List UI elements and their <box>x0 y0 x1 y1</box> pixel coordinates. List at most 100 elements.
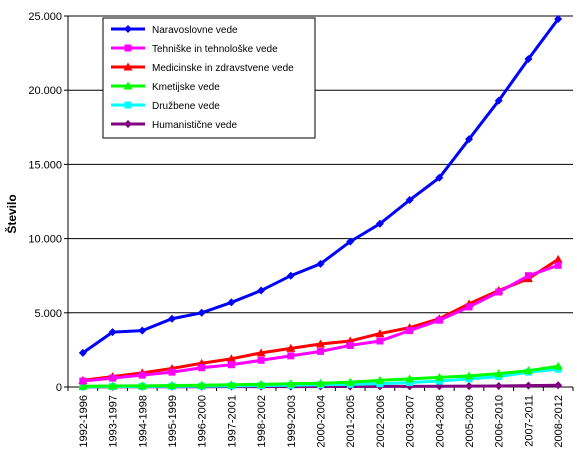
series-medicinske-in-zdravstvene-vede <box>78 254 563 384</box>
data-point <box>435 316 443 324</box>
y-tick-label: 5.000 <box>34 308 62 320</box>
y-tick-label: 20.000 <box>28 85 62 97</box>
x-tick-label: 1997-2001 <box>226 395 238 448</box>
data-point <box>138 371 146 379</box>
data-point <box>553 254 563 263</box>
legend-entry: Humanistične vede <box>111 120 237 131</box>
data-point <box>167 314 176 323</box>
series-kmetijske-vede <box>78 361 563 390</box>
x-tick-label: 1993-1997 <box>108 395 120 448</box>
data-point <box>108 328 117 337</box>
data-point <box>494 381 503 390</box>
data-point <box>494 369 504 378</box>
data-point <box>375 329 385 338</box>
data-point <box>316 378 325 387</box>
data-point <box>227 361 235 369</box>
data-point <box>524 381 533 390</box>
data-point <box>317 347 324 355</box>
data-point <box>465 303 473 311</box>
data-point <box>406 379 414 387</box>
data-point <box>257 356 265 364</box>
y-tick-label: 0 <box>56 382 62 394</box>
data-point <box>226 380 236 389</box>
data-point <box>198 364 206 372</box>
data-point <box>554 381 563 390</box>
y-tick-label: 15.000 <box>28 159 62 171</box>
data-point <box>78 381 88 390</box>
legend-label: Humanistične vede <box>152 120 237 131</box>
legend-entry: Tehniške in tehnološke vede <box>111 44 278 55</box>
x-tick-label: 2006-2010 <box>494 395 506 448</box>
data-point <box>286 379 296 388</box>
data-point <box>197 308 206 317</box>
legend-label: Naravoslovne vede <box>152 25 238 36</box>
data-point <box>108 381 118 390</box>
data-point <box>256 379 266 388</box>
legend-marker <box>124 101 132 109</box>
x-tick-label: 1995-1999 <box>167 395 179 448</box>
legend-entry: Medicinske in zdravstvene vede <box>111 62 294 74</box>
y-tick-label: 10.000 <box>28 234 62 246</box>
legend-label: Medicinske in zdravstvene vede <box>152 63 294 74</box>
data-point <box>553 361 563 370</box>
data-point <box>523 366 533 375</box>
series-group <box>78 14 563 391</box>
data-point <box>405 196 414 205</box>
x-tick-label: 2005-2009 <box>464 395 476 448</box>
data-point <box>226 354 236 363</box>
data-point <box>465 382 474 391</box>
legend-label: Družbene vede <box>152 101 220 112</box>
data-point <box>167 381 177 390</box>
series-line <box>82 263 559 383</box>
data-point <box>435 173 444 182</box>
data-point <box>138 326 147 335</box>
data-point <box>78 348 87 357</box>
data-point <box>316 259 325 268</box>
legend-label: Tehniške in tehnološke vede <box>152 44 278 55</box>
data-point <box>406 327 414 335</box>
data-point <box>464 371 474 380</box>
data-point <box>524 272 532 280</box>
data-point <box>197 380 207 389</box>
legend-label: Kmetijske vede <box>152 82 220 93</box>
data-point <box>287 352 295 360</box>
x-tick-labels: 1992-1996 1993-1997 1994-1998 1995-1999 1996… <box>78 395 565 448</box>
data-point <box>405 374 415 383</box>
data-point <box>286 271 295 280</box>
data-point <box>495 288 503 296</box>
data-point <box>137 381 147 390</box>
data-point <box>375 219 384 228</box>
legend-entry: Družbene vede <box>111 101 220 112</box>
data-point <box>227 298 236 307</box>
x-tick-label: 2003-2007 <box>405 395 417 448</box>
data-point <box>346 237 355 246</box>
legend: Naravoslovne vede Tehniške in tehnološke … <box>102 17 316 139</box>
series-tehni-ke-in-tehnolo-ke-vede <box>79 261 562 385</box>
x-tick-label: 2002-2006 <box>375 395 387 448</box>
x-tick-label: 2000-2004 <box>316 395 328 448</box>
x-tick-label: 1994-1998 <box>137 395 149 448</box>
data-point <box>554 261 562 269</box>
data-point <box>345 377 355 386</box>
data-point <box>316 339 325 348</box>
series-naravoslovne-vede <box>78 14 563 357</box>
series-line <box>82 258 559 382</box>
legend-marker <box>123 62 133 71</box>
data-point <box>346 341 354 349</box>
data-point <box>465 135 474 144</box>
data-point <box>257 286 266 295</box>
legend-marker <box>123 81 133 90</box>
data-point <box>375 375 385 384</box>
legend-marker <box>124 120 132 128</box>
data-point <box>554 14 563 23</box>
legend-entry: Kmetijske vede <box>111 81 220 93</box>
legend-box <box>102 17 316 139</box>
data-point <box>376 337 384 345</box>
data-point <box>168 368 176 376</box>
data-point <box>524 55 533 64</box>
legend-marker <box>124 44 132 52</box>
x-tick-label: 1992-1996 <box>78 395 90 448</box>
legend-entry: Naravoslovne vede <box>111 25 238 36</box>
x-tick-label: 2004-2008 <box>434 395 446 448</box>
